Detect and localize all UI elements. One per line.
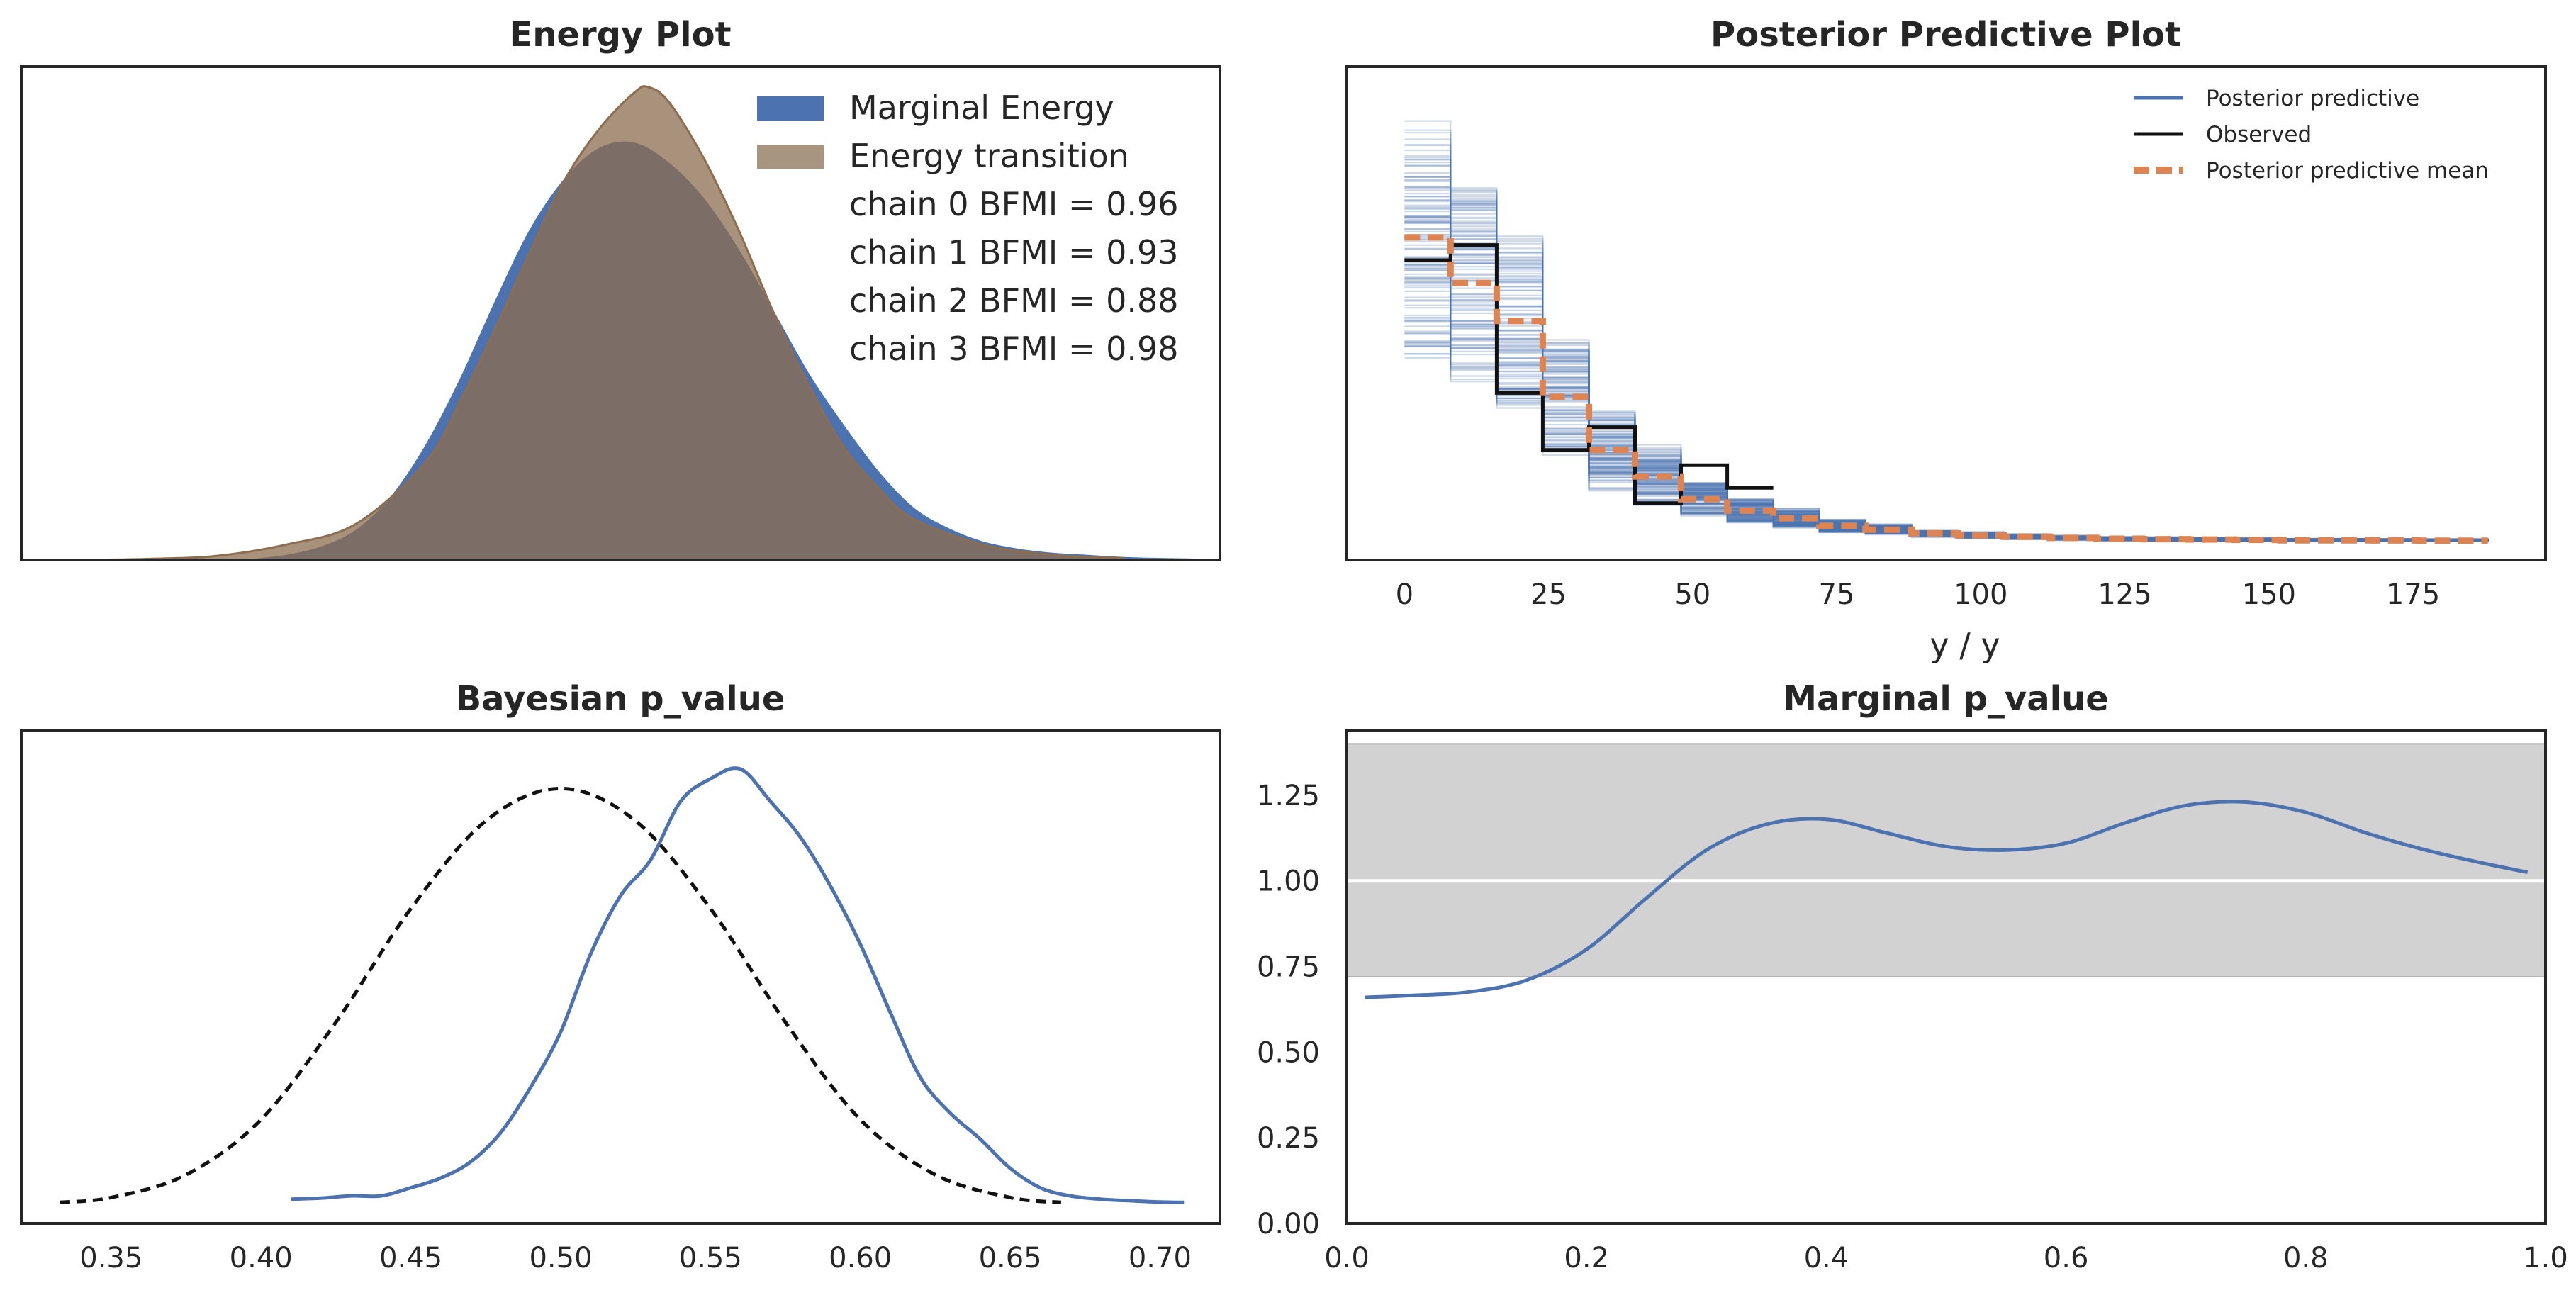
legend-label-energy-transition: Energy transition — [849, 137, 1129, 175]
posterior-predictive-draw — [1404, 189, 2489, 542]
bayesian-p-value-title: Bayesian p_value — [456, 679, 785, 719]
posterior-predictive-draw — [1404, 208, 2489, 542]
x-tick-label: 175 — [2386, 578, 2440, 611]
posterior-predictive-draws — [1404, 120, 2489, 542]
bfmi-chain-2: chain 2 BFMI = 0.88 — [849, 281, 1179, 320]
bayesian-p-value-frame — [20, 729, 1221, 1225]
posterior-predictive-draw — [1404, 268, 2488, 542]
x-tick-label: 0.45 — [379, 1242, 442, 1274]
reference-distribution-line — [60, 786, 1062, 1204]
posterior-predictive-draw — [1404, 208, 2489, 542]
y-tick-label: 1.00 — [1257, 865, 1320, 898]
y-tick-label: 0.00 — [1257, 1208, 1320, 1240]
bfmi-chain-0: chain 0 BFMI = 0.96 — [849, 185, 1179, 223]
legend-label-observed: Observed — [2206, 122, 2312, 147]
energy-plot-title: Energy Plot — [509, 15, 731, 55]
posterior-predictive-panel: Posterior Predictive Plot 0 25 50 75 100 125 1… — [1345, 15, 2547, 664]
x-tick-label: 0.4 — [1804, 1242, 1849, 1274]
posterior-predictive-draw — [1404, 267, 2489, 542]
x-tick-label: 0.8 — [2283, 1242, 2329, 1274]
uniform-reference-band — [1347, 743, 2546, 978]
x-tick-label: 75 — [1819, 578, 1855, 611]
marginal-p-value-panel: Marginal p_value 0.0 0.2 0.4 0.6 0.8 1.0 0.00 0… — [1257, 679, 2568, 1274]
x-tick-label: 25 — [1530, 578, 1567, 611]
posterior-predictive-draw — [1404, 266, 2488, 542]
posterior-predictive-draw — [1404, 129, 2489, 542]
legend-label-marginal-energy: Marginal Energy — [849, 89, 1114, 127]
energy-plot-frame — [20, 65, 1221, 561]
posterior-predictive-draw — [1404, 120, 2489, 542]
marginal-p-value-title: Marginal p_value — [1783, 679, 2109, 719]
posterior-predictive-draw — [1404, 132, 2488, 542]
bayesian-p-value-panel: Bayesian p_value 0.35 0.40 0.45 0.50 0.55 0.6… — [20, 679, 1221, 1274]
posterior-predictive-frame — [1345, 65, 2547, 561]
legend-swatch-energy-transition — [757, 145, 824, 169]
marginal-p-value-line — [1365, 800, 2529, 999]
posterior-predictive-draw — [1404, 209, 2489, 542]
posterior-predictive-mean-line — [1404, 234, 2488, 544]
energy-transition-density — [77, 85, 1124, 560]
energy-plot-panel: Energy Plot Marginal Energy Energy trans… — [20, 15, 1221, 561]
bfmi-chain-1: chain 1 BFMI = 0.93 — [849, 233, 1179, 271]
x-tick-label: 0.65 — [979, 1242, 1042, 1274]
posterior-predictive-title: Posterior Predictive Plot — [1710, 15, 2181, 55]
posterior-predictive-draw — [1404, 281, 2488, 542]
x-tick-label: 0.6 — [2044, 1242, 2089, 1274]
x-tick-label: 0.70 — [1129, 1242, 1192, 1274]
p-value-distribution-line — [291, 766, 1185, 1204]
x-tick-label: 50 — [1674, 578, 1710, 611]
x-tick-label: 0.2 — [1564, 1242, 1609, 1274]
y-tick-label: 0.75 — [1257, 951, 1320, 984]
posterior-predictive-xlabel: y / y — [1930, 626, 2000, 664]
posterior-predictive-draw — [1404, 264, 2489, 542]
y-tick-label: 1.25 — [1257, 780, 1320, 812]
posterior-predictive-draw — [1404, 228, 2488, 542]
x-tick-label: 0.40 — [230, 1242, 293, 1274]
posterior-predictive-draw — [1404, 269, 2488, 542]
posterior-predictive-draw — [1404, 155, 2489, 542]
posterior-predictive-draw — [1404, 264, 2489, 542]
x-tick-label: 125 — [2098, 578, 2151, 611]
legend-swatch-marginal-energy — [757, 96, 824, 121]
y-tick-label: 0.25 — [1257, 1122, 1320, 1155]
x-tick-label: 100 — [1954, 578, 2007, 611]
energy-plot-legend: Marginal Energy Energy transition chain … — [757, 89, 1179, 368]
x-tick-label: 0.55 — [679, 1242, 742, 1274]
marginal-p-value-frame — [1345, 729, 2547, 1225]
posterior-predictive-draw — [1404, 228, 2489, 542]
posterior-predictive-draw — [1404, 164, 2489, 542]
legend-label-posterior-predictive-mean: Posterior predictive mean — [2206, 158, 2489, 184]
posterior-predictive-legend: Posterior predictive Observed Posterior … — [2134, 86, 2489, 184]
y-tick-label: 0.50 — [1257, 1036, 1320, 1069]
x-tick-label: 1.0 — [2523, 1242, 2568, 1274]
posterior-predictive-draw — [1404, 211, 2489, 542]
posterior-predictive-draw — [1404, 263, 2488, 542]
posterior-predictive-draw — [1404, 305, 2489, 542]
legend-label-posterior-predictive: Posterior predictive — [2206, 86, 2419, 111]
x-tick-label: 150 — [2242, 578, 2296, 611]
x-tick-label: 0.50 — [529, 1242, 592, 1274]
x-tick-label: 0.60 — [829, 1242, 892, 1274]
bfmi-chain-3: chain 3 BFMI = 0.98 — [849, 330, 1179, 368]
x-tick-label: 0.0 — [1324, 1242, 1370, 1274]
x-tick-label: 0.35 — [79, 1242, 142, 1274]
x-tick-label: 0 — [1396, 578, 1413, 611]
